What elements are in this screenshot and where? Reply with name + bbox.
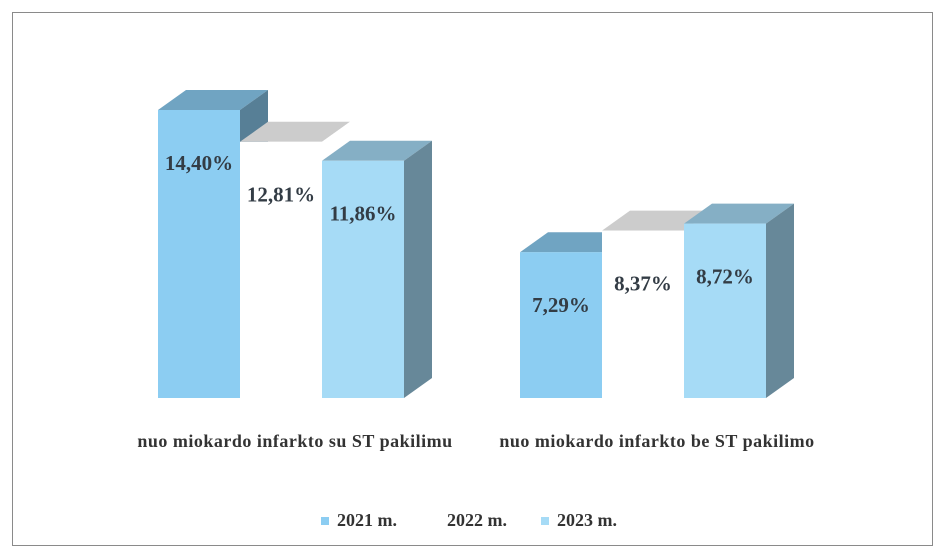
legend: 2021 m. 2022 m. 2023 m. — [0, 510, 938, 531]
data-label: 7,29% — [532, 293, 590, 317]
bar-top — [240, 121, 350, 142]
bar-top — [158, 90, 268, 110]
bar-top — [684, 203, 794, 224]
legend-swatch — [321, 516, 329, 525]
bar — [684, 223, 766, 398]
chart-frame — [12, 12, 933, 546]
x-tick-label: nuo miokardo infarkto su ST pakilimu — [137, 431, 453, 451]
bar — [322, 160, 404, 398]
legend-item: 2022 m. — [431, 510, 507, 531]
data-label: 11,86% — [329, 202, 396, 226]
bar-side — [766, 203, 794, 398]
data-label: 12,81% — [247, 183, 315, 207]
data-label: 8,72% — [696, 264, 754, 288]
legend-label: 2022 m. — [447, 510, 507, 530]
bar-side — [404, 140, 432, 399]
x-tick-label: nuo miokardo infarkto be ST pakilimo — [499, 431, 815, 451]
legend-label: 2023 m. — [557, 510, 617, 530]
data-label: 8,37% — [614, 271, 672, 295]
legend-swatch — [541, 516, 549, 525]
bar — [240, 141, 322, 399]
bar-top — [322, 140, 432, 161]
legend-item: 2021 m. — [321, 510, 397, 531]
bar — [602, 230, 684, 398]
bar — [520, 252, 602, 398]
data-label: 14,40% — [165, 151, 233, 175]
bar — [158, 110, 240, 398]
legend-swatch — [431, 516, 439, 525]
legend-label: 2021 m. — [337, 510, 397, 530]
legend-item: 2023 m. — [541, 510, 617, 531]
